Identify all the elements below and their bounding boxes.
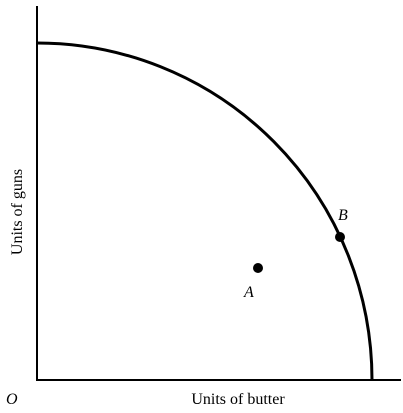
x-axis-label: Units of butter — [191, 391, 285, 408]
point-a-label: A — [243, 284, 254, 301]
y-axis-label: Units of guns — [9, 169, 26, 255]
point-b — [335, 232, 345, 242]
origin-label: O — [6, 391, 18, 408]
point-a — [253, 263, 263, 273]
production-possibility-frontier — [36, 41, 374, 381]
point-b-label: B — [338, 207, 348, 224]
